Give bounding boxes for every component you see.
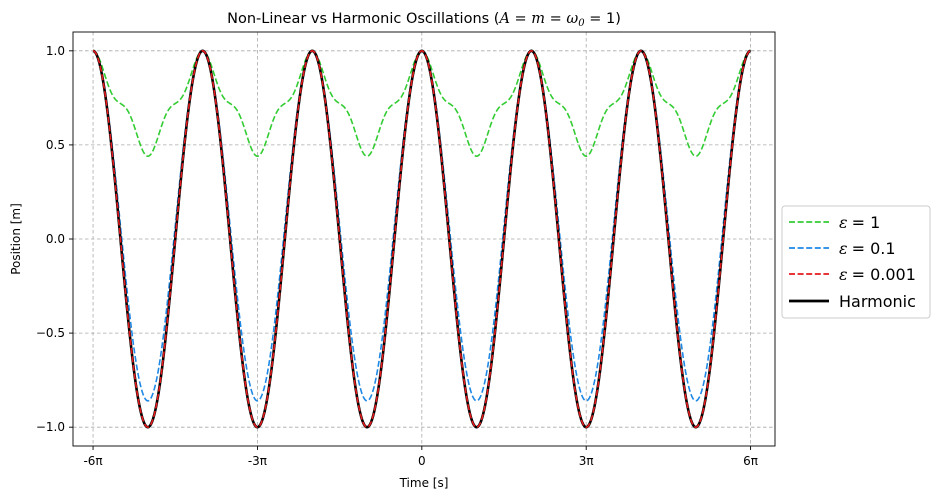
x-axis-label: Time [s] — [399, 476, 449, 490]
legend-label-eps0.1: ε = 0.1 — [839, 239, 896, 258]
series-group — [92, 49, 752, 429]
y-tick-label: 1.0 — [46, 44, 65, 58]
y-axis-label: Position [m] — [9, 203, 23, 275]
legend-label-harmonic: Harmonic — [839, 292, 916, 311]
x-tick-label: 0 — [418, 454, 426, 468]
ticks: -6π -3π 0 3π 6π −1.0 −0.5 0.0 0.5 1.0 — [36, 44, 758, 468]
y-tick-label: −0.5 — [36, 326, 65, 340]
x-tick-label: 3π — [579, 454, 594, 468]
x-tick-label: 6π — [743, 454, 758, 468]
x-tick-label: -6π — [83, 454, 102, 468]
legend-label-eps0.001: ε = 0.001 — [839, 265, 916, 284]
chart-title: Non-Linear vs Harmonic Oscillations (A =… — [227, 11, 621, 29]
y-tick-label: −1.0 — [36, 420, 65, 434]
y-tick-label: 0.0 — [46, 232, 65, 246]
y-tick-label: 0.5 — [46, 138, 65, 152]
series-line-0.001 — [92, 50, 751, 428]
x-tick-label: -3π — [248, 454, 267, 468]
legend-label-eps1: ε = 1 — [839, 213, 880, 232]
legend: ε = 1 ε = 0.1 ε = 0.001 Harmonic — [781, 205, 931, 319]
legend-frame — [781, 205, 931, 319]
